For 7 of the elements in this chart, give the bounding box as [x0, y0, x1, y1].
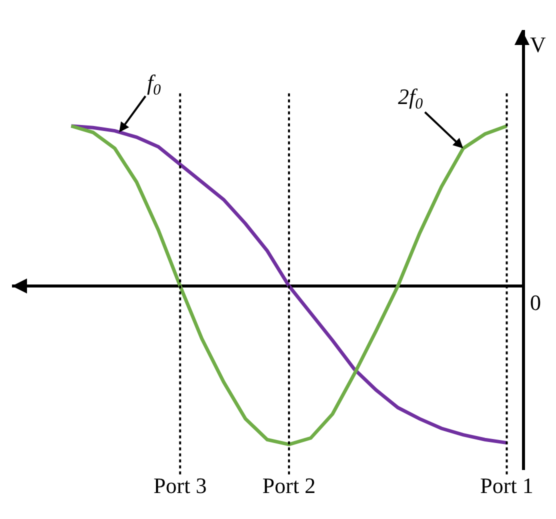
x-tick-label: Port 2	[262, 473, 316, 498]
text: 0	[530, 290, 541, 315]
y-axis-title: V	[530, 32, 546, 57]
x-tick-label: Port 1	[480, 473, 534, 498]
text: 2f$_{0}$	[398, 84, 424, 113]
series-label: f$_{0}$	[147, 70, 162, 99]
x-tick-label: Port 3	[154, 473, 207, 498]
